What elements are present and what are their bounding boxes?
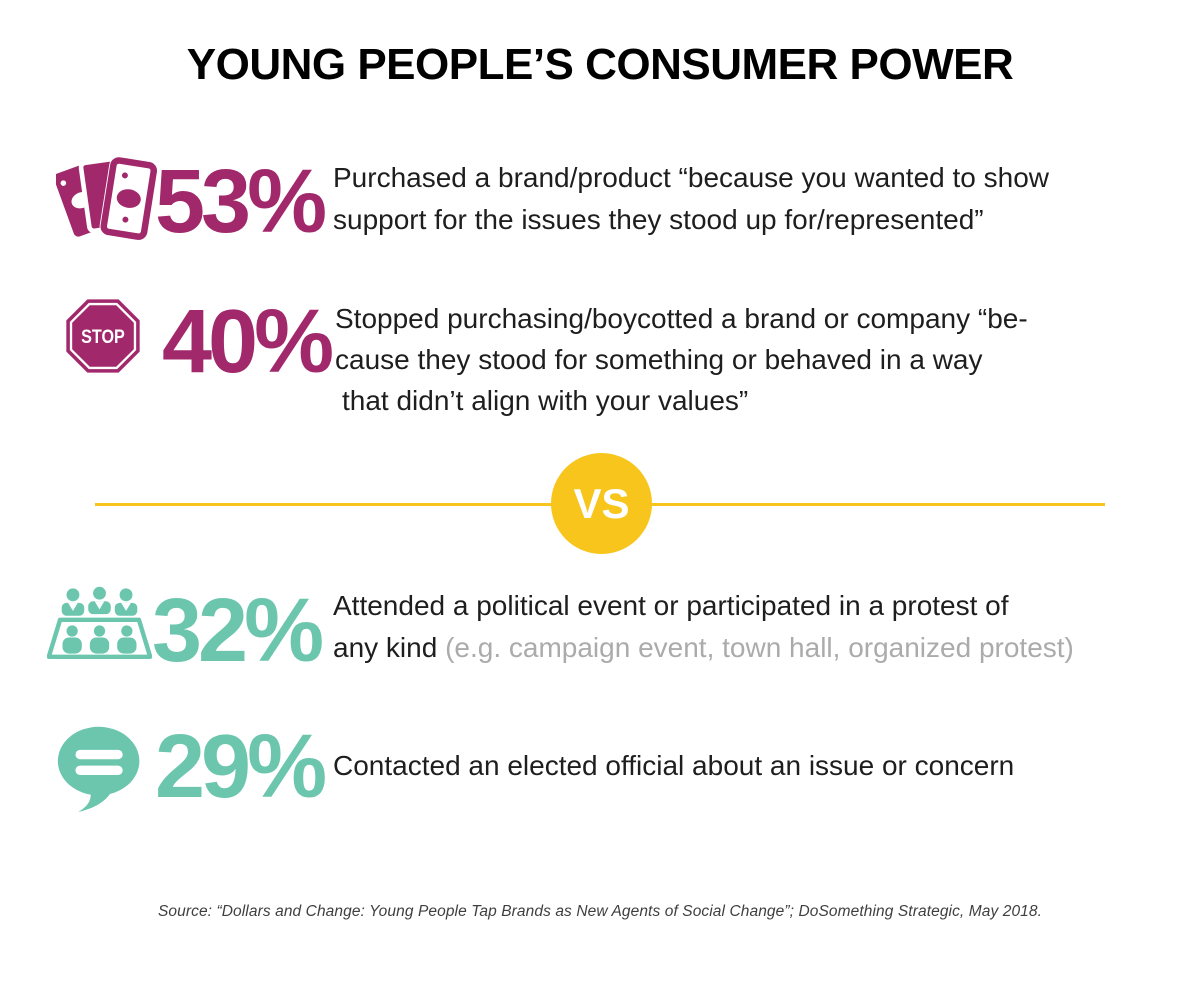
stat-text-line: any kind (e.g. campaign event, town hall… [333, 632, 1074, 663]
stop-icon-label: STOP [81, 326, 125, 348]
vs-badge-label: VS [573, 479, 630, 527]
money-icon [53, 153, 158, 245]
stat-text-attended: Attended a political event or participat… [333, 585, 1074, 669]
stat-text-contacted: Contacted an elected official about an i… [333, 745, 1014, 787]
stat-text-line: Contacted an elected official about an i… [333, 750, 1015, 781]
stop-icon: STOP [64, 297, 142, 375]
stat-text-line: Purchased a brand/product “because you w… [333, 162, 1050, 193]
source-citation: Source: “Dollars and Change: Young Peopl… [157, 903, 1043, 920]
stat-text-line: Attended a political event or participat… [333, 590, 1009, 621]
stat-value-attended: 32% [152, 581, 324, 681]
stat-value-purchased: 53% [155, 152, 327, 252]
stat-text-boycotted: Stopped purchasing/boycotted a brand or … [335, 298, 1028, 421]
speech-bubble-icon [56, 724, 144, 812]
stat-value-contacted: 29% [155, 717, 327, 817]
stat-value-boycotted: 40% [162, 292, 334, 392]
stat-text-line: cause they stood for something or behave… [335, 344, 983, 375]
stat-text-line: that didn’t align with your values” [342, 385, 749, 416]
stat-text-line: Stopped purchasing/boycotted a brand or … [335, 303, 1028, 334]
page-title: YOUNG PEOPLE’S CONSUMER POWER [186, 40, 1014, 89]
stat-text-muted: (e.g. campaign event, town hall, organiz… [445, 632, 1074, 663]
vs-badge: VS [551, 453, 652, 554]
crowd-icon [46, 586, 153, 660]
stat-text-purchased: Purchased a brand/product “because you w… [333, 157, 1049, 241]
stat-text-line: support for the issues they stood up for… [333, 204, 984, 235]
